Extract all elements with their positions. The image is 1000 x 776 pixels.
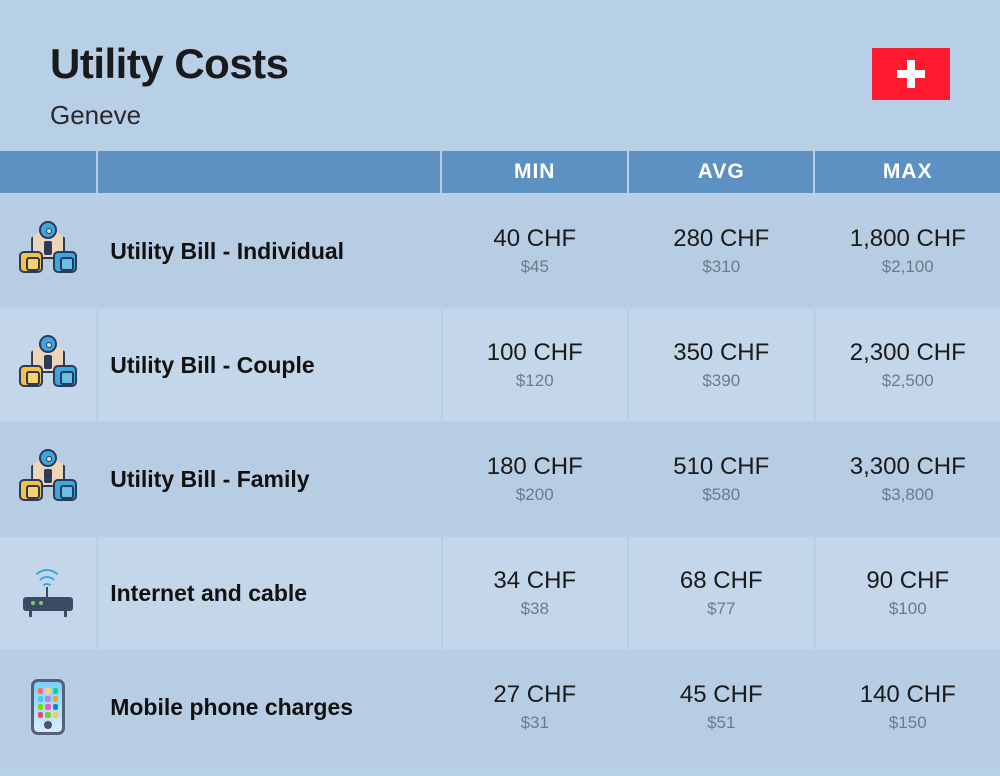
row-label: Utility Bill - Family bbox=[110, 466, 309, 493]
row-label-cell: Internet and cable bbox=[98, 537, 440, 649]
cell-avg: 510 CHF $580 bbox=[629, 423, 814, 535]
value-chf: 90 CHF bbox=[866, 567, 949, 595]
value-usd: $3,800 bbox=[882, 485, 934, 505]
row-label: Internet and cable bbox=[110, 580, 307, 607]
value-usd: $2,500 bbox=[882, 371, 934, 391]
value-chf: 45 CHF bbox=[680, 681, 763, 709]
value-chf: 140 CHF bbox=[860, 681, 956, 709]
table-row: Utility Bill - Individual 40 CHF $45 280… bbox=[0, 195, 1000, 307]
cell-min: 40 CHF $45 bbox=[443, 195, 628, 307]
header: Utility Costs Geneve bbox=[0, 0, 1000, 151]
value-chf: 510 CHF bbox=[673, 453, 769, 481]
row-label-cell: Utility Bill - Family bbox=[98, 423, 440, 535]
router-icon bbox=[19, 569, 77, 617]
cell-avg: 68 CHF $77 bbox=[629, 537, 814, 649]
cell-max: 1,800 CHF $2,100 bbox=[816, 195, 1000, 307]
value-usd: $51 bbox=[707, 713, 735, 733]
utility-icon bbox=[17, 225, 79, 277]
table-header-row: MIN AVG MAX bbox=[0, 151, 1000, 193]
value-usd: $390 bbox=[702, 371, 740, 391]
cost-table: MIN AVG MAX Utility Bill - Individual 40… bbox=[0, 151, 1000, 763]
value-chf: 34 CHF bbox=[493, 567, 576, 595]
cell-min: 27 CHF $31 bbox=[443, 651, 628, 763]
page-subtitle: Geneve bbox=[50, 100, 289, 131]
value-chf: 350 CHF bbox=[673, 339, 769, 367]
value-chf: 3,300 CHF bbox=[850, 453, 966, 481]
row-icon-cell bbox=[0, 537, 96, 649]
th-icon bbox=[0, 151, 96, 193]
th-min: MIN bbox=[442, 151, 627, 193]
utility-icon bbox=[17, 453, 79, 505]
th-avg: AVG bbox=[629, 151, 814, 193]
value-usd: $120 bbox=[516, 371, 554, 391]
value-usd: $100 bbox=[889, 599, 927, 619]
row-label-cell: Mobile phone charges bbox=[98, 651, 440, 763]
cell-min: 180 CHF $200 bbox=[443, 423, 628, 535]
cell-min: 100 CHF $120 bbox=[443, 309, 628, 421]
table-row: Utility Bill - Couple 100 CHF $120 350 C… bbox=[0, 309, 1000, 421]
th-max: MAX bbox=[815, 151, 1000, 193]
value-chf: 280 CHF bbox=[673, 225, 769, 253]
page-title: Utility Costs bbox=[50, 40, 289, 88]
value-chf: 40 CHF bbox=[493, 225, 576, 253]
table-row: Mobile phone charges 27 CHF $31 45 CHF $… bbox=[0, 651, 1000, 763]
value-chf: 100 CHF bbox=[487, 339, 583, 367]
value-usd: $45 bbox=[521, 257, 549, 277]
cell-max: 140 CHF $150 bbox=[816, 651, 1000, 763]
mobile-phone-icon bbox=[31, 679, 65, 735]
row-label: Utility Bill - Couple bbox=[110, 352, 314, 379]
value-usd: $200 bbox=[516, 485, 554, 505]
value-usd: $77 bbox=[707, 599, 735, 619]
utility-icon bbox=[17, 339, 79, 391]
table-row: Internet and cable 34 CHF $38 68 CHF $77… bbox=[0, 537, 1000, 649]
value-usd: $38 bbox=[521, 599, 549, 619]
title-block: Utility Costs Geneve bbox=[50, 40, 289, 131]
row-icon-cell bbox=[0, 651, 96, 763]
row-label: Mobile phone charges bbox=[110, 694, 353, 721]
value-chf: 27 CHF bbox=[493, 681, 576, 709]
cell-max: 3,300 CHF $3,800 bbox=[816, 423, 1000, 535]
value-usd: $310 bbox=[702, 257, 740, 277]
table-row: Utility Bill - Family 180 CHF $200 510 C… bbox=[0, 423, 1000, 535]
th-label bbox=[98, 151, 440, 193]
row-icon-cell bbox=[0, 309, 96, 421]
value-chf: 2,300 CHF bbox=[850, 339, 966, 367]
row-label: Utility Bill - Individual bbox=[110, 238, 344, 265]
row-icon-cell bbox=[0, 423, 96, 535]
cell-avg: 45 CHF $51 bbox=[629, 651, 814, 763]
value-usd: $150 bbox=[889, 713, 927, 733]
swiss-flag-icon bbox=[872, 48, 950, 100]
cell-avg: 280 CHF $310 bbox=[629, 195, 814, 307]
value-chf: 180 CHF bbox=[487, 453, 583, 481]
cell-max: 90 CHF $100 bbox=[816, 537, 1000, 649]
cell-avg: 350 CHF $390 bbox=[629, 309, 814, 421]
value-usd: $580 bbox=[702, 485, 740, 505]
cell-max: 2,300 CHF $2,500 bbox=[816, 309, 1000, 421]
value-chf: 68 CHF bbox=[680, 567, 763, 595]
value-chf: 1,800 CHF bbox=[850, 225, 966, 253]
cell-min: 34 CHF $38 bbox=[443, 537, 628, 649]
row-icon-cell bbox=[0, 195, 96, 307]
row-label-cell: Utility Bill - Couple bbox=[98, 309, 440, 421]
value-usd: $2,100 bbox=[882, 257, 934, 277]
row-label-cell: Utility Bill - Individual bbox=[98, 195, 440, 307]
value-usd: $31 bbox=[521, 713, 549, 733]
